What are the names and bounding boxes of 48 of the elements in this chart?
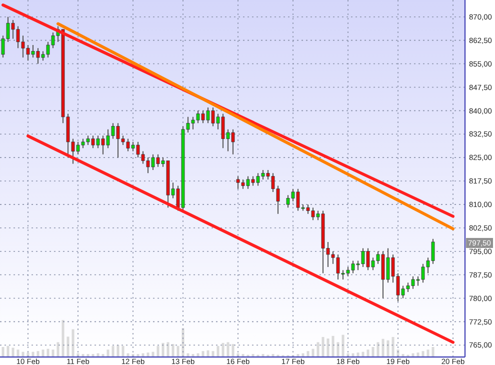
bar xyxy=(322,337,324,357)
bar xyxy=(156,346,160,357)
bar xyxy=(416,352,420,357)
bar xyxy=(386,340,390,357)
bar xyxy=(392,337,394,357)
bar xyxy=(356,352,360,357)
bar xyxy=(226,342,230,357)
bar xyxy=(176,346,180,357)
bar xyxy=(366,350,370,357)
bar xyxy=(42,350,44,357)
bar xyxy=(332,336,334,357)
bar xyxy=(52,350,54,357)
bar xyxy=(422,351,424,357)
bar xyxy=(36,351,40,357)
bar xyxy=(316,342,320,357)
bar xyxy=(372,347,374,357)
bar xyxy=(46,348,50,357)
bar xyxy=(122,346,124,357)
bar xyxy=(72,329,74,357)
bar xyxy=(306,351,310,357)
bar xyxy=(166,342,170,357)
bar xyxy=(312,348,314,357)
bar xyxy=(66,336,70,357)
bar xyxy=(116,345,120,357)
bar xyxy=(326,338,330,357)
bar xyxy=(2,347,4,357)
bar xyxy=(112,346,114,357)
bar xyxy=(162,342,164,357)
bar xyxy=(146,352,150,357)
bar xyxy=(212,351,214,357)
bar xyxy=(376,342,380,357)
bar xyxy=(232,344,234,357)
bar xyxy=(202,351,204,357)
bar xyxy=(62,320,64,357)
bar xyxy=(56,342,60,357)
bar xyxy=(12,348,14,357)
bar xyxy=(206,350,210,357)
bar xyxy=(342,334,344,357)
bar xyxy=(6,346,10,357)
bar xyxy=(426,350,430,357)
bar xyxy=(216,346,220,357)
bar xyxy=(106,350,110,357)
bar xyxy=(222,342,224,357)
bar xyxy=(336,342,340,357)
bar xyxy=(432,347,434,357)
bar xyxy=(16,350,20,357)
bar xyxy=(172,344,174,357)
bar xyxy=(382,338,384,357)
